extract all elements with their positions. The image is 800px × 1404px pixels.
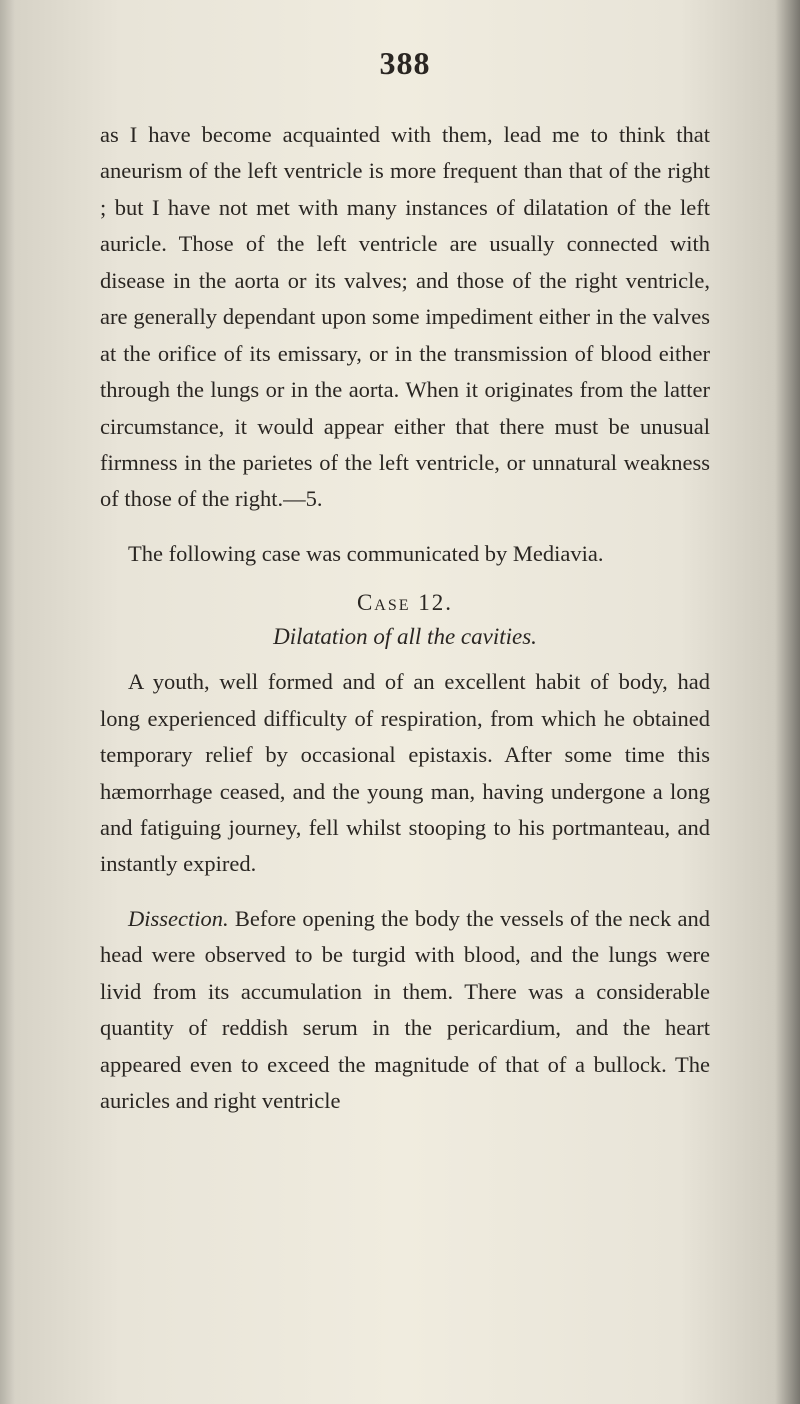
paragraph-2: The following case was communicated by M… [100, 536, 710, 572]
dissection-label: Dissection. [128, 906, 229, 931]
page-shadow-left [0, 0, 15, 1404]
italic-subheading: Dilatation of all the cavities. [100, 624, 710, 650]
page-number: 388 [100, 45, 710, 82]
book-page: 388 as I have become acquainted with the… [0, 0, 800, 1404]
page-shadow-right [775, 0, 800, 1404]
paragraph-4: Dissection. Before opening the body the … [100, 901, 710, 1120]
case-heading: Case 12. [100, 590, 710, 616]
paragraph-4-text: Before opening the body the vessels of t… [100, 906, 710, 1113]
paragraph-1: as I have become acquainted with them, l… [100, 117, 710, 518]
paragraph-3: A youth, well formed and of an excellent… [100, 664, 710, 883]
